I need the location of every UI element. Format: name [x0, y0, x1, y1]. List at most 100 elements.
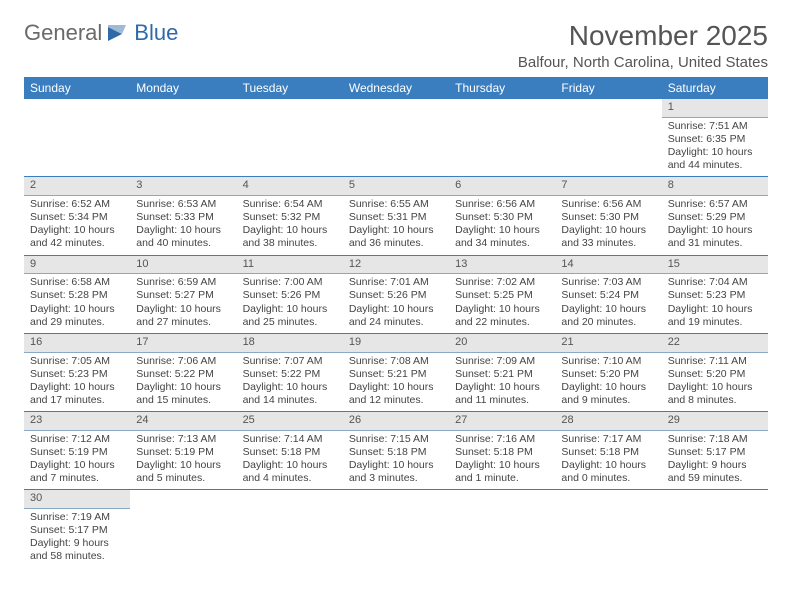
- sunset-line: Sunset: 5:17 PM: [668, 446, 762, 459]
- daylight-line: Daylight: 9 hours and 59 minutes.: [668, 459, 762, 485]
- daylight-line: Daylight: 10 hours and 7 minutes.: [30, 459, 124, 485]
- calendar-cell: 15Sunrise: 7:04 AMSunset: 5:23 PMDayligh…: [662, 255, 768, 333]
- day-number: 8: [662, 177, 768, 196]
- sunrise-line: Sunrise: 6:55 AM: [349, 198, 443, 211]
- sunset-line: Sunset: 5:19 PM: [136, 446, 230, 459]
- calendar-cell: 11Sunrise: 7:00 AMSunset: 5:26 PMDayligh…: [237, 255, 343, 333]
- calendar-cell: 9Sunrise: 6:58 AMSunset: 5:28 PMDaylight…: [24, 255, 130, 333]
- day-of-week-header: Saturday: [662, 77, 768, 99]
- sunset-line: Sunset: 5:20 PM: [561, 368, 655, 381]
- daylight-line: Daylight: 10 hours and 4 minutes.: [243, 459, 337, 485]
- calendar-cell: 22Sunrise: 7:11 AMSunset: 5:20 PMDayligh…: [662, 333, 768, 411]
- daylight-line: Daylight: 10 hours and 20 minutes.: [561, 303, 655, 329]
- day-number: 22: [662, 334, 768, 353]
- sunset-line: Sunset: 5:25 PM: [455, 289, 549, 302]
- day-details: Sunrise: 7:10 AMSunset: 5:20 PMDaylight:…: [555, 353, 661, 412]
- sunrise-line: Sunrise: 6:58 AM: [30, 276, 124, 289]
- day-details: Sunrise: 7:13 AMSunset: 5:19 PMDaylight:…: [130, 431, 236, 490]
- daylight-line: Daylight: 10 hours and 38 minutes.: [243, 224, 337, 250]
- calendar-cell: 12Sunrise: 7:01 AMSunset: 5:26 PMDayligh…: [343, 255, 449, 333]
- daylight-line: Daylight: 10 hours and 25 minutes.: [243, 303, 337, 329]
- daylight-line: Daylight: 10 hours and 9 minutes.: [561, 381, 655, 407]
- calendar-cell: 25Sunrise: 7:14 AMSunset: 5:18 PMDayligh…: [237, 412, 343, 490]
- day-number: 16: [24, 334, 130, 353]
- calendar-cell-empty: [343, 99, 449, 177]
- calendar-cell-empty: [555, 490, 661, 568]
- calendar-table: SundayMondayTuesdayWednesdayThursdayFrid…: [24, 77, 768, 568]
- sunset-line: Sunset: 6:35 PM: [668, 133, 762, 146]
- day-number: 17: [130, 334, 236, 353]
- day-number: 29: [662, 412, 768, 431]
- sunset-line: Sunset: 5:28 PM: [30, 289, 124, 302]
- day-details: Sunrise: 6:55 AMSunset: 5:31 PMDaylight:…: [343, 196, 449, 255]
- calendar-cell: 7Sunrise: 6:56 AMSunset: 5:30 PMDaylight…: [555, 177, 661, 255]
- daylight-line: Daylight: 10 hours and 17 minutes.: [30, 381, 124, 407]
- day-number: 10: [130, 256, 236, 275]
- day-of-week-header: Monday: [130, 77, 236, 99]
- daylight-line: Daylight: 10 hours and 36 minutes.: [349, 224, 443, 250]
- daylight-line: Daylight: 10 hours and 8 minutes.: [668, 381, 762, 407]
- logo-text-1: General: [24, 20, 102, 46]
- day-number: 14: [555, 256, 661, 275]
- sunset-line: Sunset: 5:20 PM: [668, 368, 762, 381]
- day-details: Sunrise: 7:05 AMSunset: 5:23 PMDaylight:…: [24, 353, 130, 412]
- day-details: Sunrise: 7:04 AMSunset: 5:23 PMDaylight:…: [662, 274, 768, 333]
- sunset-line: Sunset: 5:34 PM: [30, 211, 124, 224]
- day-details: Sunrise: 7:51 AMSunset: 6:35 PMDaylight:…: [662, 118, 768, 177]
- calendar-cell-empty: [237, 99, 343, 177]
- sunset-line: Sunset: 5:18 PM: [455, 446, 549, 459]
- day-details: Sunrise: 7:08 AMSunset: 5:21 PMDaylight:…: [343, 353, 449, 412]
- calendar-week-row: 1Sunrise: 7:51 AMSunset: 6:35 PMDaylight…: [24, 99, 768, 177]
- calendar-cell: 20Sunrise: 7:09 AMSunset: 5:21 PMDayligh…: [449, 333, 555, 411]
- calendar-week-row: 16Sunrise: 7:05 AMSunset: 5:23 PMDayligh…: [24, 333, 768, 411]
- sunrise-line: Sunrise: 7:15 AM: [349, 433, 443, 446]
- header: General Blue November 2025 Balfour, Nort…: [24, 20, 768, 71]
- sunset-line: Sunset: 5:33 PM: [136, 211, 230, 224]
- daylight-line: Daylight: 10 hours and 15 minutes.: [136, 381, 230, 407]
- day-number: 1: [662, 99, 768, 118]
- sunset-line: Sunset: 5:22 PM: [136, 368, 230, 381]
- sunrise-line: Sunrise: 7:02 AM: [455, 276, 549, 289]
- calendar-cell: 18Sunrise: 7:07 AMSunset: 5:22 PMDayligh…: [237, 333, 343, 411]
- calendar-body: 1Sunrise: 7:51 AMSunset: 6:35 PMDaylight…: [24, 99, 768, 568]
- day-details: Sunrise: 6:53 AMSunset: 5:33 PMDaylight:…: [130, 196, 236, 255]
- calendar-cell: 30Sunrise: 7:19 AMSunset: 5:17 PMDayligh…: [24, 490, 130, 568]
- day-number: 27: [449, 412, 555, 431]
- day-number: 15: [662, 256, 768, 275]
- day-number: 30: [24, 490, 130, 509]
- day-number: 11: [237, 256, 343, 275]
- calendar-cell: 14Sunrise: 7:03 AMSunset: 5:24 PMDayligh…: [555, 255, 661, 333]
- day-number: 19: [343, 334, 449, 353]
- calendar-cell: 4Sunrise: 6:54 AMSunset: 5:32 PMDaylight…: [237, 177, 343, 255]
- calendar-week-row: 23Sunrise: 7:12 AMSunset: 5:19 PMDayligh…: [24, 412, 768, 490]
- sunset-line: Sunset: 5:29 PM: [668, 211, 762, 224]
- calendar-cell-empty: [449, 490, 555, 568]
- day-details: Sunrise: 6:58 AMSunset: 5:28 PMDaylight:…: [24, 274, 130, 333]
- logo-text-2: Blue: [134, 20, 178, 46]
- calendar-cell: 27Sunrise: 7:16 AMSunset: 5:18 PMDayligh…: [449, 412, 555, 490]
- day-number: 23: [24, 412, 130, 431]
- calendar-cell: 21Sunrise: 7:10 AMSunset: 5:20 PMDayligh…: [555, 333, 661, 411]
- sunrise-line: Sunrise: 7:10 AM: [561, 355, 655, 368]
- calendar-week-row: 30Sunrise: 7:19 AMSunset: 5:17 PMDayligh…: [24, 490, 768, 568]
- day-details: Sunrise: 6:57 AMSunset: 5:29 PMDaylight:…: [662, 196, 768, 255]
- day-details: Sunrise: 6:59 AMSunset: 5:27 PMDaylight:…: [130, 274, 236, 333]
- daylight-line: Daylight: 10 hours and 22 minutes.: [455, 303, 549, 329]
- day-number: 18: [237, 334, 343, 353]
- day-of-week-header: Thursday: [449, 77, 555, 99]
- calendar-cell: 23Sunrise: 7:12 AMSunset: 5:19 PMDayligh…: [24, 412, 130, 490]
- calendar-cell: 24Sunrise: 7:13 AMSunset: 5:19 PMDayligh…: [130, 412, 236, 490]
- sunrise-line: Sunrise: 7:01 AM: [349, 276, 443, 289]
- day-number: 6: [449, 177, 555, 196]
- day-details: Sunrise: 7:14 AMSunset: 5:18 PMDaylight:…: [237, 431, 343, 490]
- day-of-week-header: Tuesday: [237, 77, 343, 99]
- calendar-cell-empty: [662, 490, 768, 568]
- calendar-cell-empty: [555, 99, 661, 177]
- sunset-line: Sunset: 5:18 PM: [349, 446, 443, 459]
- daylight-line: Daylight: 10 hours and 5 minutes.: [136, 459, 230, 485]
- daylight-line: Daylight: 10 hours and 44 minutes.: [668, 146, 762, 172]
- daylight-line: Daylight: 10 hours and 33 minutes.: [561, 224, 655, 250]
- day-number: 26: [343, 412, 449, 431]
- day-details: Sunrise: 7:09 AMSunset: 5:21 PMDaylight:…: [449, 353, 555, 412]
- sunrise-line: Sunrise: 7:03 AM: [561, 276, 655, 289]
